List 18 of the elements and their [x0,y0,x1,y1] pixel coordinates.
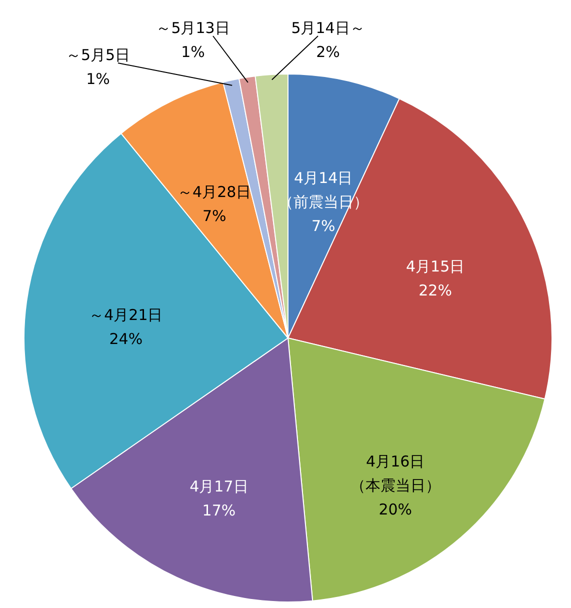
data-label: 22% [418,282,452,300]
slice-label: 4月16日（本震当日） [350,452,440,495]
data-label: 7% [311,217,336,236]
data-label: 17% [202,501,236,520]
slice-label: 5月14日～ [291,19,365,37]
slice-label: ～5月5日 [66,46,130,64]
data-label: 2% [316,43,340,61]
data-label: 20% [378,500,412,519]
slice-label: 4月15日 [406,258,465,276]
slice-label: 4月17日 [190,477,248,496]
slice-label: 4月14日（前震当日） [278,169,368,212]
data-label: 1% [86,70,110,88]
data-label: 24% [109,330,143,348]
slice-label: ～4月21日 [89,306,163,324]
slice-label: ～4月28日 [178,182,252,201]
data-label: 1% [181,43,205,61]
slice-label: ～5月13日 [156,19,230,37]
data-label: 7% [202,206,226,225]
